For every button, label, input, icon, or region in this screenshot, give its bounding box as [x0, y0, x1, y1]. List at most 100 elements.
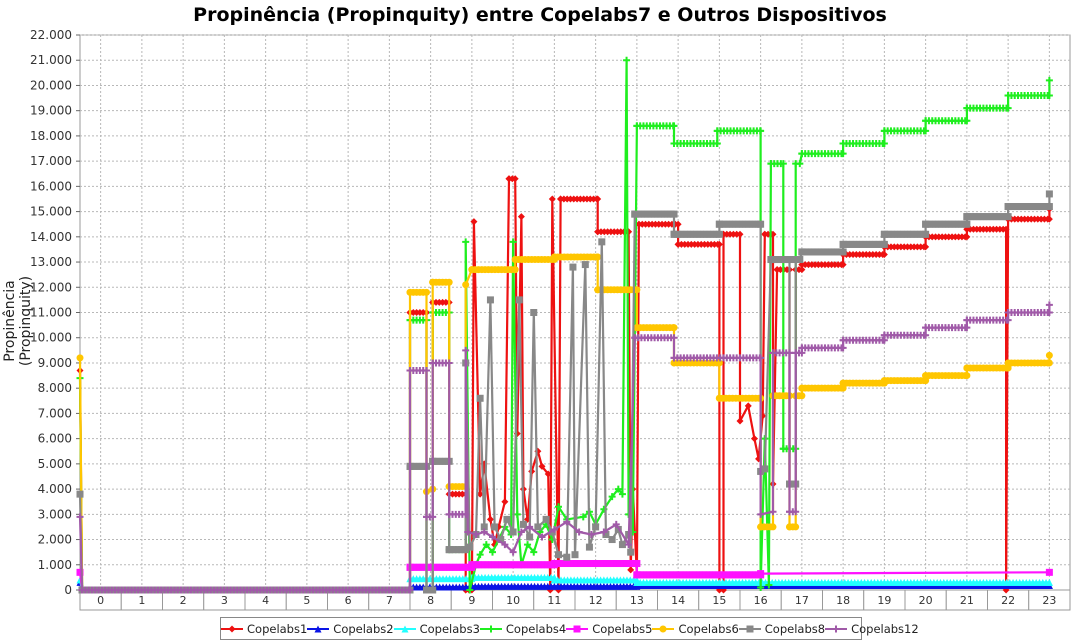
x-tick-label: 8 [427, 594, 434, 607]
data-point [1044, 359, 1052, 367]
data-point [442, 359, 450, 367]
data-point [519, 520, 527, 528]
y-tick-label: 9.000 [38, 356, 72, 370]
data-point [509, 238, 517, 246]
data-point [608, 493, 616, 501]
data-point [837, 150, 845, 158]
legend-label: Copelabs6 [678, 621, 739, 636]
data-point [783, 256, 791, 264]
data-point [462, 346, 470, 354]
data-point [961, 372, 969, 380]
series-copelabs12 [76, 301, 1053, 594]
data-point [550, 525, 558, 533]
y-tick-label: 20.000 [30, 78, 72, 92]
data-point [472, 531, 480, 538]
data-point [515, 296, 523, 304]
data-point [630, 560, 638, 568]
data-point [767, 523, 775, 531]
data-point [755, 220, 763, 228]
data-point [573, 625, 581, 632]
x-tick-label: 9 [468, 594, 475, 607]
data-point [509, 528, 517, 536]
data-point [419, 288, 427, 296]
data-point [789, 508, 797, 516]
data-point [879, 240, 887, 248]
data-point [517, 213, 525, 221]
y-tick-label: 16.000 [30, 179, 72, 193]
data-point [486, 296, 494, 304]
x-tick-label: 3 [221, 594, 228, 607]
y-tick-label: 17.000 [30, 154, 72, 168]
legend-label: Copelabs12 [851, 621, 919, 636]
data-point [659, 625, 667, 632]
data-point [530, 548, 538, 556]
data-point [513, 510, 521, 518]
data-point [608, 536, 616, 544]
data-point [736, 417, 744, 425]
legend-swatch-icon [652, 625, 675, 632]
data-point [627, 548, 635, 556]
data-point [593, 253, 601, 261]
data-point [544, 470, 552, 478]
data-point [487, 625, 495, 632]
data-point [765, 581, 773, 589]
x-tick-label: 23 [1042, 594, 1056, 607]
data-point [405, 586, 413, 594]
data-point [795, 392, 803, 400]
data-point [593, 195, 601, 203]
data-point [462, 238, 470, 246]
data-point [517, 528, 525, 536]
data-point [442, 298, 450, 306]
legend-swatch-icon [307, 625, 330, 632]
legend-label: Copelabs2 [333, 621, 394, 636]
data-point [837, 248, 845, 256]
legend-label: Copelabs1 [247, 621, 308, 636]
data-point [508, 175, 516, 183]
data-point [625, 541, 633, 549]
data-point [476, 394, 484, 402]
data-point [757, 510, 765, 518]
data-point [832, 625, 840, 632]
data-point [571, 551, 579, 559]
data-point [76, 513, 84, 521]
data-point [458, 546, 466, 554]
data-point [756, 354, 764, 362]
data-point [526, 533, 534, 541]
x-tick-label: 4 [262, 594, 269, 607]
data-point [795, 266, 803, 274]
data-point [486, 515, 494, 523]
y-tick-label: 13.000 [30, 255, 72, 269]
y-tick-label: 7.000 [38, 406, 72, 420]
data-point [714, 240, 722, 248]
data-point [1002, 213, 1010, 221]
data-point [667, 334, 675, 342]
chart-title: Propinência (Propinquity) entre Copelabs… [193, 4, 887, 26]
data-point [76, 354, 84, 362]
legend-label: Copelabs8 [764, 621, 826, 636]
y-tick-label: 21.000 [30, 53, 72, 67]
data-point [792, 256, 800, 264]
data-point [1045, 76, 1053, 84]
x-tick-label: 2 [180, 594, 187, 607]
data-point [1045, 351, 1053, 359]
y-tick-label: 22.000 [30, 28, 72, 42]
data-point [757, 583, 765, 591]
data-point [1045, 190, 1053, 198]
legend-item: Copelabs3 [393, 622, 480, 636]
data-point [76, 568, 84, 576]
data-point [480, 523, 488, 531]
data-point [563, 518, 571, 526]
x-tick-label: 12 [589, 594, 603, 607]
x-tick-label: 14 [671, 594, 685, 607]
data-point [489, 548, 496, 556]
data-point [548, 195, 556, 203]
data-point [920, 127, 928, 135]
data-point [442, 457, 450, 465]
legend-item: Copelabs5 [566, 622, 652, 636]
x-tick-label: 16 [754, 594, 768, 607]
data-point [538, 462, 546, 470]
y-tick-label: 18.000 [30, 129, 72, 143]
legend-label: Copelabs4 [505, 621, 567, 636]
data-point [464, 528, 472, 536]
